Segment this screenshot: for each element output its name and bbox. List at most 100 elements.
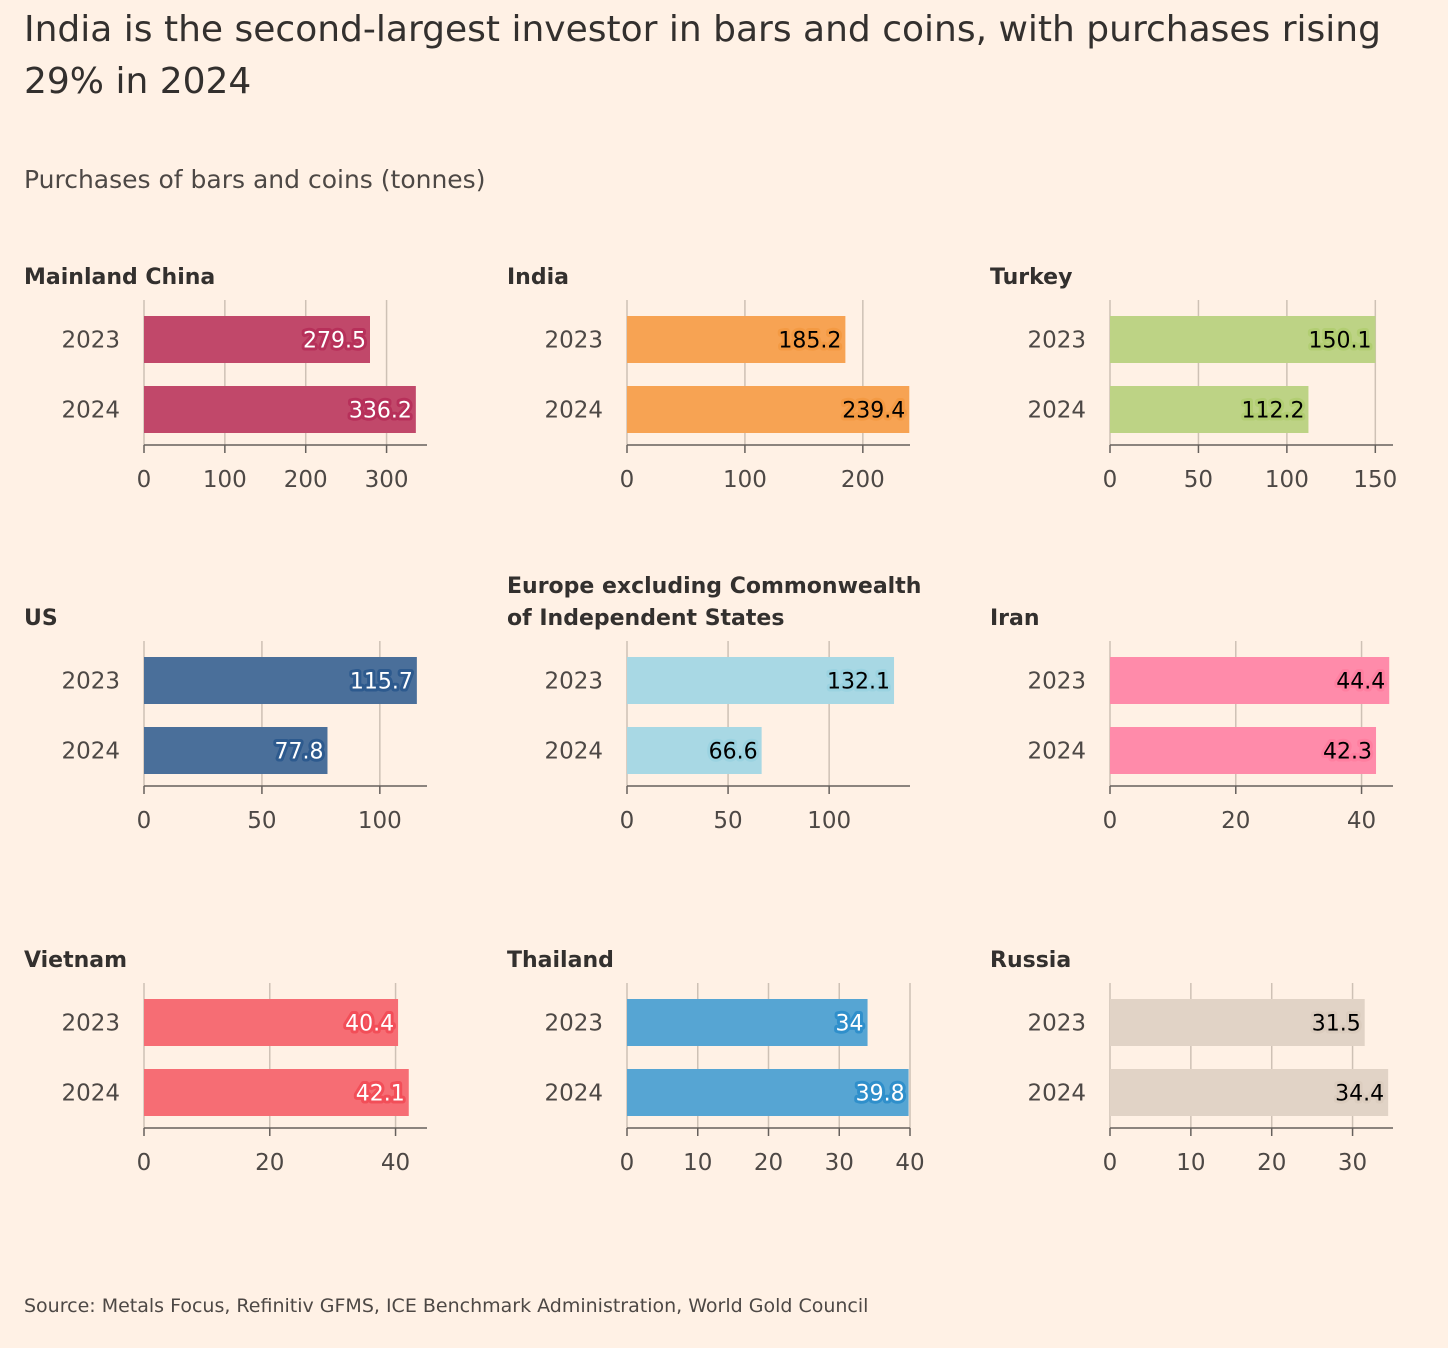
category-label: 2023 <box>1027 1011 1086 1037</box>
value-label: 132.1 <box>827 670 890 695</box>
panel-title: Mainland China <box>24 265 216 290</box>
bar-2023 <box>1110 657 1390 704</box>
bar-2024 <box>144 386 416 433</box>
value-label: 66.6 <box>709 740 758 765</box>
bar-2023 <box>144 316 370 363</box>
value-label: 115.7 <box>350 670 413 695</box>
value-label: 150.1 <box>1309 329 1372 354</box>
panel-title: Vietnam <box>24 948 128 973</box>
panel-turkey: Turkey 2023 150.1 2024 112.2 0 50 100 150 <box>990 252 1420 542</box>
category-label: 2024 <box>544 1081 603 1107</box>
value-label: 42.1 <box>356 1082 405 1107</box>
panel-title-line: Europe excluding Commonwealth <box>507 574 922 599</box>
category-label: 2023 <box>544 1011 603 1037</box>
x-tick-label: 100 <box>358 808 402 834</box>
panel-mainland-china: Mainland China 2023 279.5 2024 336.2 0 100 200 3… <box>24 252 454 542</box>
value-label: 31.5 <box>1312 1012 1361 1037</box>
category-label: 2024 <box>1027 398 1086 424</box>
panel-iran: Iran 2023 44.4 2024 42.3 0 20 40 <box>990 593 1420 883</box>
x-tick-label: 300 <box>365 467 409 493</box>
category-label: 2024 <box>544 398 603 424</box>
x-tick-label: 0 <box>1103 1150 1118 1176</box>
bar-2024 <box>1110 386 1309 433</box>
x-tick-label: 20 <box>754 1150 783 1176</box>
panel-title: Turkey <box>990 265 1073 290</box>
x-tick-label: 200 <box>284 467 328 493</box>
category-label: 2023 <box>1027 669 1086 695</box>
bar-chart-svg: 2023 40.4 2024 42.1 0 20 40 <box>61 983 427 1176</box>
value-label: 77.8 <box>274 740 323 765</box>
bar-2024 <box>144 727 328 774</box>
bar-2023 <box>1110 999 1365 1046</box>
x-tick-label: 10 <box>683 1150 712 1176</box>
x-tick-label: 0 <box>620 1150 635 1176</box>
x-tick-label: 50 <box>713 808 742 834</box>
chart-subtitle: Purchases of bars and coins (tonnes) <box>24 165 486 194</box>
bar-2024 <box>627 1069 909 1116</box>
bar-2023 <box>144 999 399 1046</box>
source-note: Source: Metals Focus, Refinitiv GFMS, IC… <box>24 1295 869 1317</box>
x-tick-label: 150 <box>1353 467 1397 493</box>
bar-chart-svg: 2023 150.1 2024 112.2 0 50 100 150 <box>1027 300 1397 493</box>
x-tick-label: 20 <box>255 1150 284 1176</box>
bar-2024 <box>627 386 910 433</box>
value-label: 34.4 <box>1335 1082 1384 1107</box>
bar-2023 <box>144 657 417 704</box>
x-tick-label: 30 <box>1338 1150 1367 1176</box>
x-tick-label: 200 <box>841 467 885 493</box>
category-label: 2023 <box>61 328 120 354</box>
bar-chart-svg: 2023 132.1 2024 66.6 0 50 100 <box>544 641 910 834</box>
category-label: 2024 <box>61 398 120 424</box>
x-tick-label: 100 <box>807 808 851 834</box>
bar-2023 <box>627 657 895 704</box>
value-label: 185.2 <box>778 329 841 354</box>
category-label: 2023 <box>61 669 120 695</box>
bar-2023 <box>627 999 868 1046</box>
x-tick-label: 0 <box>137 1150 152 1176</box>
x-tick-label: 30 <box>825 1150 854 1176</box>
x-tick-label: 100 <box>1265 467 1309 493</box>
bar-2023 <box>1110 316 1376 363</box>
x-tick-label: 0 <box>137 808 152 834</box>
value-label: 44.4 <box>1336 670 1385 695</box>
category-label: 2023 <box>61 1011 120 1037</box>
panel-india: India 2023 185.2 2024 239.4 0 100 200 <box>507 252 937 542</box>
category-label: 2024 <box>61 1081 120 1107</box>
bar-chart-svg: 2023 115.7 2024 77.8 0 50 100 <box>61 641 427 834</box>
value-label: 112.2 <box>1241 399 1304 424</box>
bar-2024 <box>144 1069 409 1116</box>
bar-2024 <box>627 727 762 774</box>
bar-chart-svg: 2023 34 2024 39.8 0 10 20 30 40 <box>544 983 925 1176</box>
panel-title: Russia <box>990 948 1072 973</box>
value-label: 42.3 <box>1323 740 1372 765</box>
x-tick-label: 20 <box>1221 808 1250 834</box>
value-label: 39.8 <box>856 1082 905 1107</box>
panel-vietnam: Vietnam 2023 40.4 2024 42.1 0 20 40 <box>24 935 454 1225</box>
category-label: 2024 <box>61 739 120 765</box>
bar-chart-svg: 2023 31.5 2024 34.4 0 10 20 30 <box>1027 983 1393 1176</box>
category-label: 2024 <box>1027 739 1086 765</box>
value-label: 279.5 <box>303 329 366 354</box>
x-tick-label: 100 <box>723 467 767 493</box>
panel-thailand: Thailand 2023 34 2024 39.8 0 10 20 30 40 <box>507 935 937 1225</box>
panel-europe-excluding-commonwealth-of-independent-states: Europe excluding Commonwealth of Independ… <box>507 574 937 883</box>
x-tick-label: 40 <box>1347 808 1376 834</box>
value-label: 336.2 <box>349 399 412 424</box>
panel-title: US <box>24 606 58 631</box>
bar-2024 <box>1110 1069 1389 1116</box>
bar-chart-svg: 2023 185.2 2024 239.4 0 100 200 <box>544 300 910 493</box>
value-label: 239.4 <box>842 399 905 424</box>
panel-us: US 2023 115.7 2024 77.8 0 50 100 <box>24 593 454 883</box>
x-tick-label: 10 <box>1176 1150 1205 1176</box>
chart-title: India is the second-largest investor in … <box>24 9 1381 102</box>
panel-title-line: of Independent States <box>507 606 785 631</box>
x-tick-label: 0 <box>137 467 152 493</box>
category-label: 2024 <box>1027 1081 1086 1107</box>
x-tick-label: 40 <box>895 1150 924 1176</box>
panel-russia: Russia 2023 31.5 2024 34.4 0 10 20 30 <box>990 935 1420 1225</box>
panel-title: Thailand <box>507 948 614 973</box>
x-tick-label: 50 <box>1184 467 1213 493</box>
panel-title: India <box>507 265 569 290</box>
x-tick-label: 50 <box>247 808 276 834</box>
